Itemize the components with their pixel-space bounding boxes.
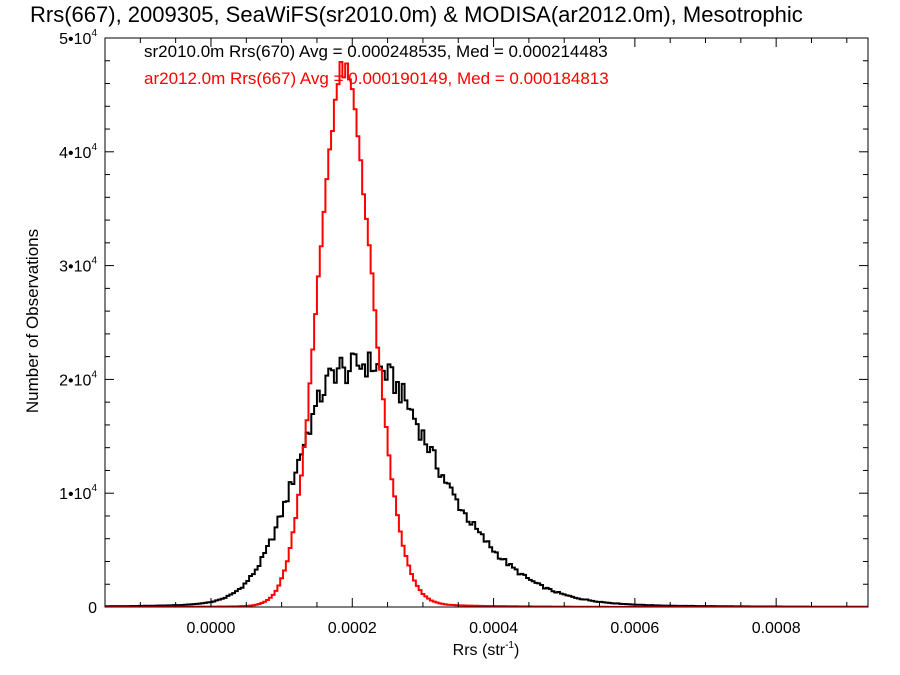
plot-area [105, 61, 868, 607]
series-layer [105, 61, 868, 607]
x-tick-label: 0.0000 [187, 620, 236, 637]
x-tick-label: 0.0006 [610, 620, 659, 637]
x-axis-label-close: ) [514, 642, 519, 659]
legend: sr2010.0m Rrs(670) Avg = 0.000248535, Me… [144, 42, 609, 88]
x-tick-label: 0.0008 [752, 620, 801, 637]
y-tick-label: 5•104 [59, 28, 97, 48]
histogram-series-1 [105, 351, 868, 607]
plot-frame [104, 37, 869, 608]
y-tick-label: 3•104 [59, 256, 97, 276]
x-axis-label-text: Rrs (str [453, 642, 506, 659]
x-tick-label: 0.0002 [328, 620, 377, 637]
legend-entry-2: ar2012.0m Rrs(667) Avg = 0.000190149, Me… [144, 69, 609, 88]
x-axis-label-sup: -1 [505, 640, 514, 651]
y-tick-label: 1•104 [59, 483, 97, 503]
y-axis-label: Number of Observations [23, 229, 42, 413]
y-tick-label: 2•104 [59, 369, 97, 389]
chart-title: Rrs(667), 2009305, SeaWiFS(sr2010.0m) & … [30, 2, 803, 27]
y-tick-label: 0 [88, 600, 97, 617]
legend-entry-1: sr2010.0m Rrs(670) Avg = 0.000248535, Me… [144, 42, 608, 61]
x-axis-label: Rrs (str-1) [453, 640, 520, 659]
y-axis: 0 1•104 2•104 3•104 4•104 5•104 [59, 28, 868, 617]
x-tick-label: 0.0004 [469, 620, 518, 637]
histogram-series-2 [105, 61, 868, 607]
y-tick-label: 4•104 [59, 142, 97, 162]
x-axis: 0.0000 0.0002 0.0004 0.0006 0.0008 [139, 38, 848, 637]
